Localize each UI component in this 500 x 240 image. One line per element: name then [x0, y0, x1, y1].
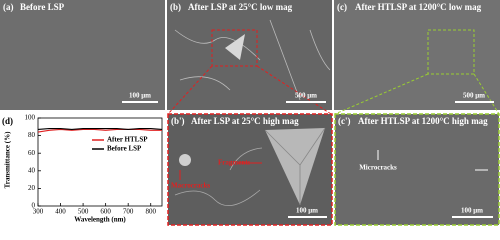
- legend-label: Before LSP: [107, 145, 142, 153]
- facet: [264, 127, 326, 205]
- crack: [174, 19, 331, 101]
- panel-label: (c): [337, 2, 347, 12]
- zoom-box: [211, 29, 258, 67]
- scale-label: 500 μm: [463, 92, 485, 100]
- y-axis-title: Transmittance (%): [4, 131, 12, 188]
- annotation: Macrocracks: [171, 182, 210, 190]
- zoom-line: [473, 73, 500, 115]
- x-tick-label: 500: [78, 208, 89, 216]
- scale-label: 100 μm: [296, 207, 318, 215]
- panel-title: After HTLSP at 1200°C low mag: [355, 2, 482, 12]
- figure: (a) Before LSP 100 μm (b) After LSP at 2…: [0, 0, 500, 226]
- legend-label: After HTLSP: [107, 136, 148, 144]
- series-line: [37, 127, 163, 131]
- x-axis-title: Wavelength (nm): [74, 216, 126, 224]
- y-tick-label: 60: [28, 149, 36, 157]
- sem-image: [334, 0, 500, 110]
- panel-label: (b'): [171, 116, 185, 126]
- y-tick-label: 0: [32, 202, 36, 210]
- y-tick-label: 20: [28, 184, 36, 192]
- x-tick-label: 800: [145, 208, 156, 216]
- crack: [174, 147, 263, 207]
- pyramid: [225, 34, 245, 60]
- y-tick-label: 40: [28, 166, 36, 174]
- zoom-line: [334, 73, 429, 115]
- panel-title: After LSP at 25°C high mag: [191, 116, 299, 126]
- panel-title: After LSP at 25°C low mag: [188, 2, 293, 12]
- zoom-line: [167, 65, 213, 115]
- pyramid: [265, 128, 325, 205]
- x-tick-label: 700: [123, 208, 134, 216]
- x-tick-label: 300: [33, 208, 44, 216]
- panel-label: (a): [3, 2, 14, 12]
- panel-title: Before LSP: [20, 2, 65, 12]
- panel-label: (d): [2, 116, 13, 126]
- x-tick-label: 600: [100, 208, 111, 216]
- zoom-box: [427, 29, 475, 75]
- panel-label: (c'): [338, 116, 351, 126]
- panel-label: (b): [170, 2, 181, 12]
- y-tick-label: 80: [28, 131, 36, 139]
- plot-frame: [37, 117, 163, 207]
- annotation: Microcracks: [359, 164, 397, 172]
- scale-label: 100 μm: [129, 92, 151, 100]
- sem-image: [334, 113, 500, 226]
- sem-image: [0, 0, 165, 110]
- series-line: [37, 128, 162, 133]
- scale-label: 500 μm: [295, 92, 317, 100]
- sem-image: [167, 0, 332, 110]
- fragment: [179, 154, 191, 166]
- x-tick-label: 400: [55, 208, 66, 216]
- panel-title: After HTLSP at 1200°C high mag: [358, 116, 488, 126]
- annotation: Fragments: [218, 159, 251, 167]
- scale-label: 100 μm: [461, 207, 483, 215]
- y-tick-label: 100: [25, 114, 36, 122]
